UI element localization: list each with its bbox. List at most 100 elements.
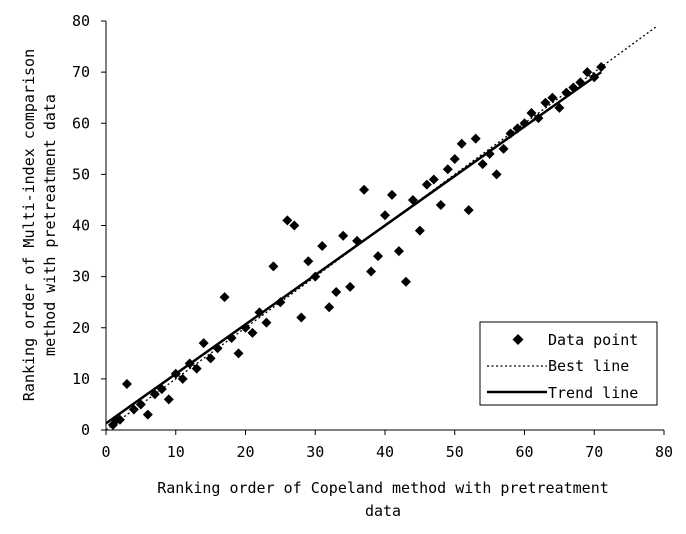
data-point-marker (338, 230, 349, 241)
y-tick-label: 80 (72, 12, 90, 30)
data-point-marker (142, 409, 153, 420)
data-point-marker (505, 128, 516, 139)
data-point-marker (324, 302, 335, 313)
x-tick-label: 20 (236, 443, 254, 461)
x-tick-labels: 0 10 20 30 40 50 60 70 80 (101, 443, 673, 461)
data-point-marker (526, 108, 537, 119)
legend-diamond-marker (512, 334, 524, 345)
data-point-marker (226, 332, 237, 343)
x-tick-label: 50 (446, 443, 464, 461)
data-point-marker (498, 143, 509, 154)
data-point-marker (296, 312, 307, 323)
y-tick-label: 60 (72, 114, 90, 132)
data-point-marker (547, 92, 558, 103)
data-point-marker (582, 67, 593, 78)
data-point-marker (512, 123, 523, 134)
data-point-marker (554, 102, 565, 113)
data-point-marker (289, 220, 300, 231)
x-tick-label: 40 (376, 443, 394, 461)
data-point-marker (261, 317, 272, 328)
x-axis-title-line-1: Ranking order of Copeland method with pr… (157, 479, 609, 497)
data-point-marker (414, 225, 425, 236)
x-tick-label: 30 (306, 443, 324, 461)
data-point-marker (177, 373, 188, 384)
data-point-marker (407, 194, 418, 205)
data-point-marker (205, 353, 216, 364)
data-point-marker (303, 256, 314, 267)
y-tick-label: 70 (72, 63, 90, 81)
x-tick-label: 70 (585, 443, 603, 461)
data-point-marker (212, 343, 223, 354)
data-point-marker (275, 297, 286, 308)
y-tick-label: 0 (81, 421, 90, 439)
data-point-marker (233, 348, 244, 359)
data-point-marker (198, 338, 209, 349)
x-tick-label: 0 (101, 443, 110, 461)
data-point-marker (170, 368, 181, 379)
legend-label-trend-line: Trend line (548, 384, 638, 402)
data-point-marker (449, 154, 460, 165)
data-point-marker (317, 240, 328, 251)
data-point-marker (121, 378, 132, 389)
data-point-marker (135, 399, 146, 410)
x-axis-title: Ranking order of Copeland method with pr… (157, 479, 609, 520)
x-tick-label: 80 (655, 443, 673, 461)
y-axis-title-line-2: method with pretreatment data (41, 94, 59, 356)
data-point-marker (393, 246, 404, 257)
data-point-marker (191, 363, 202, 374)
data-point-marker (533, 113, 544, 124)
data-point-marker (477, 159, 488, 170)
data-point-marker (442, 164, 453, 175)
data-point-marker (163, 394, 174, 405)
data-point-marker (310, 271, 321, 282)
x-tick-label: 60 (515, 443, 533, 461)
x-axis-title-line-2: data (365, 502, 401, 520)
y-tick-label: 30 (72, 268, 90, 286)
data-point-marker (240, 322, 251, 333)
x-tick-label: 10 (167, 443, 185, 461)
data-point-marker (561, 87, 572, 98)
best-line (105, 25, 658, 431)
data-point-marker (366, 266, 377, 277)
y-axis-title-line-1: Ranking order of Multi-index comparison (20, 49, 38, 401)
axes (101, 20, 665, 435)
y-tick-label: 20 (72, 319, 90, 337)
data-point-marker (219, 292, 230, 303)
y-tick-label: 10 (72, 370, 90, 388)
data-point-marker (254, 307, 265, 318)
data-point-marker (596, 62, 607, 73)
y-tick-label: 50 (72, 165, 90, 183)
data-point-marker (491, 169, 502, 180)
data-point-marker (435, 200, 446, 211)
data-point-marker (373, 251, 384, 262)
data-point-marker (456, 138, 467, 149)
legend-label-best-line: Best line (548, 357, 629, 375)
data-point-marker (428, 174, 439, 185)
legend: Data point Best line Trend line (479, 321, 658, 406)
y-tick-labels: 0 10 20 30 40 50 60 70 80 (72, 12, 90, 439)
legend-label-data-point: Data point (548, 331, 638, 349)
data-point-marker (156, 384, 167, 395)
data-point-marker (386, 189, 397, 200)
data-point-marker (352, 235, 363, 246)
data-point-marker (484, 148, 495, 159)
data-point-marker (470, 133, 481, 144)
data-point-marker (114, 414, 125, 425)
data-point-marker (463, 205, 474, 216)
y-tick-label: 40 (72, 217, 90, 235)
data-point-marker (184, 358, 195, 369)
data-point-marker (359, 184, 370, 195)
data-point-marker (247, 327, 258, 338)
data-point-marker (575, 77, 586, 88)
data-point-marker (331, 286, 342, 297)
data-points (107, 62, 607, 430)
data-point-marker (282, 215, 293, 226)
data-point-marker (519, 118, 530, 129)
data-point-marker (149, 389, 160, 400)
data-point-marker (568, 82, 579, 93)
y-axis-title: Ranking order of Multi-index comparison … (20, 49, 59, 401)
data-point-marker (400, 276, 411, 287)
data-point-marker (380, 210, 390, 221)
data-point-marker (589, 72, 600, 83)
